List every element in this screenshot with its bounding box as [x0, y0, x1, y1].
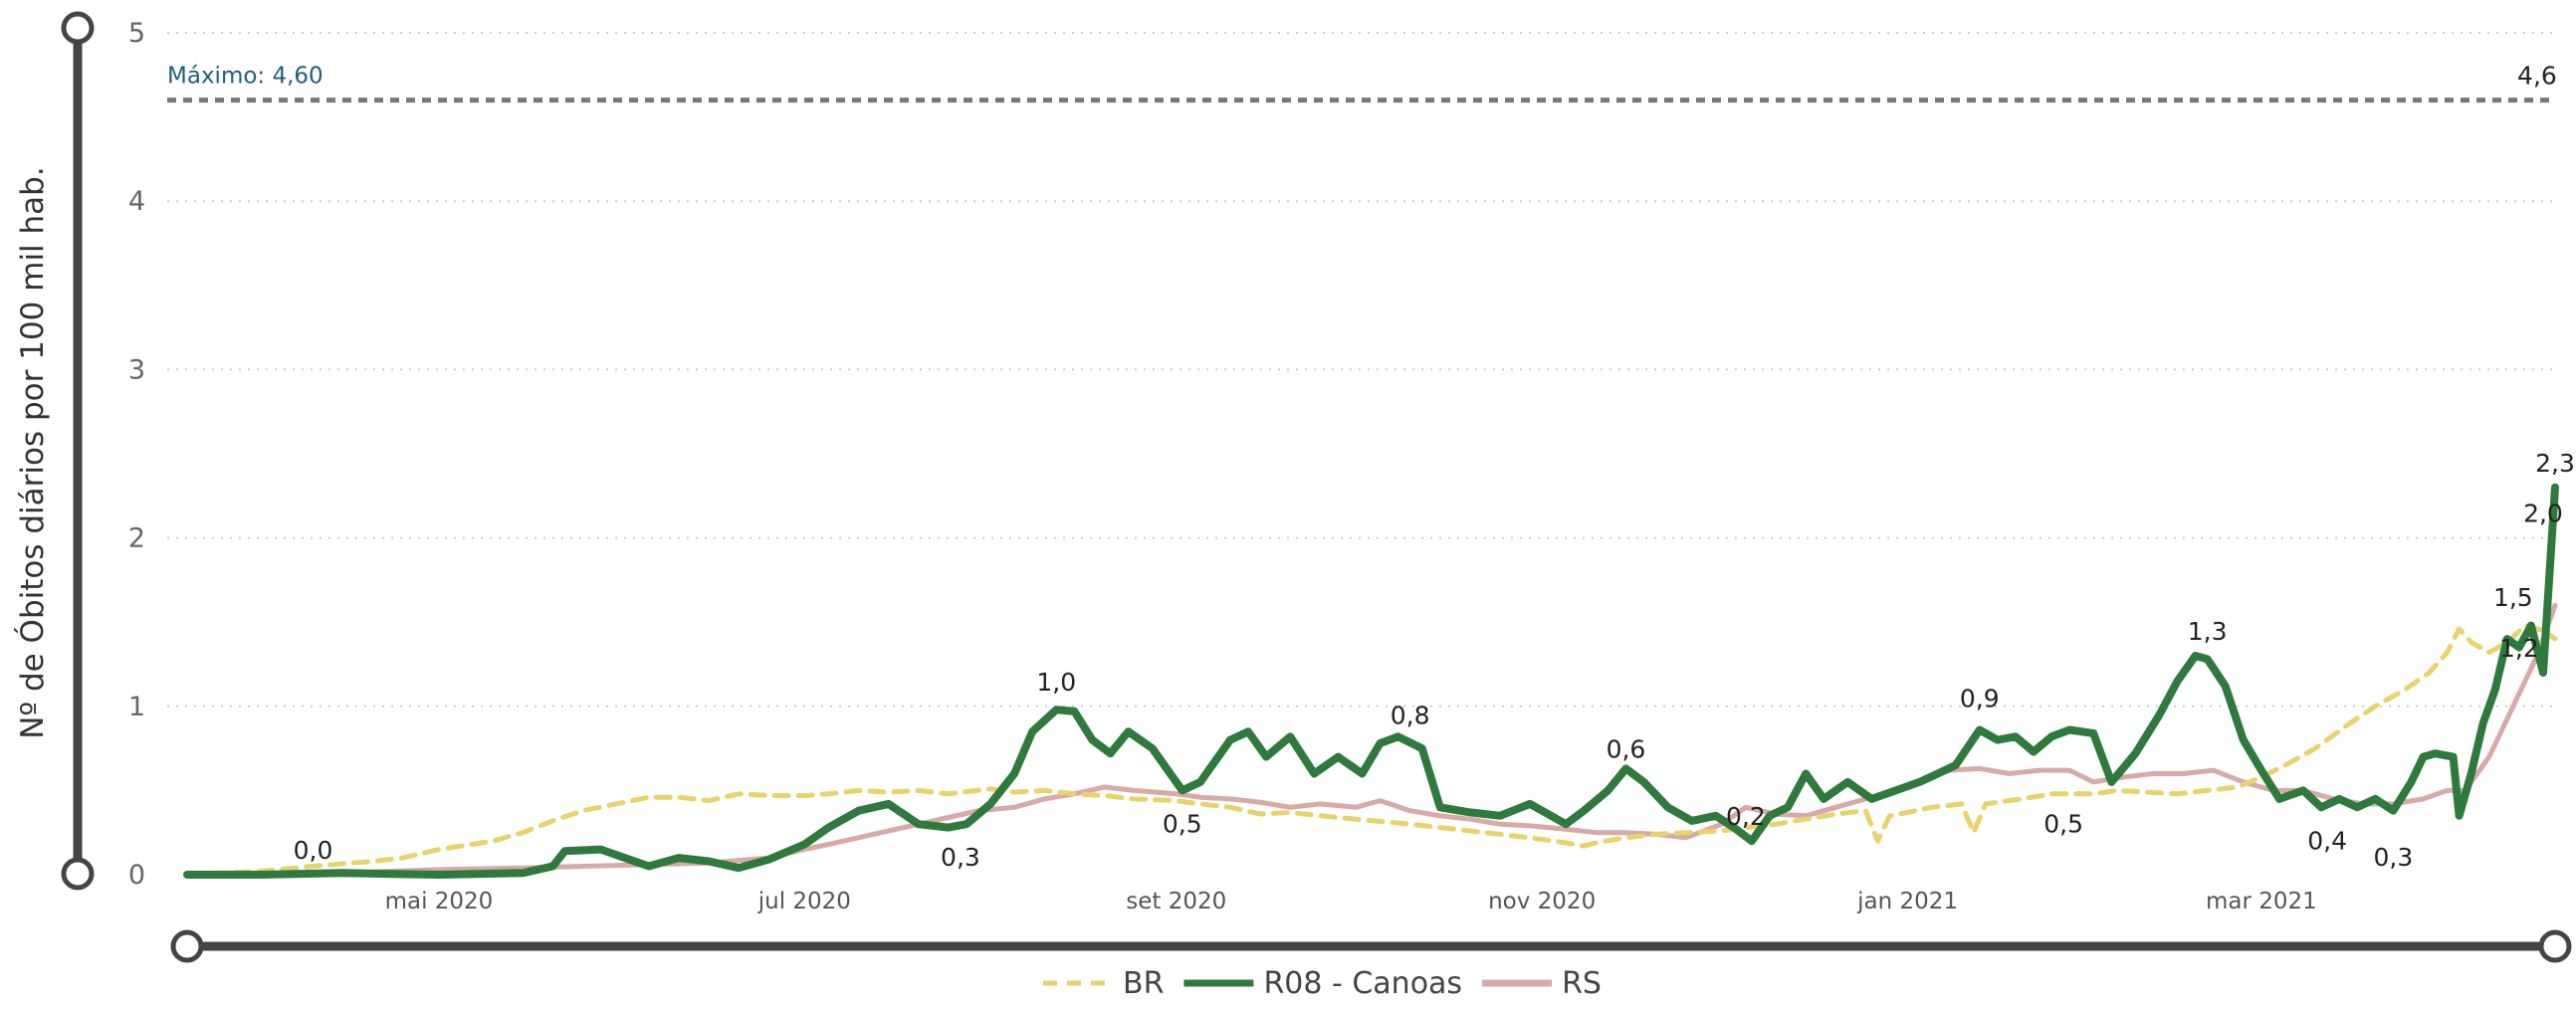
data-label: 1,0	[1036, 668, 1076, 697]
legend-item: BR	[1043, 966, 1164, 1001]
data-label: 2,0	[2523, 500, 2563, 528]
data-label: 0,4	[2307, 826, 2347, 855]
legend-item: RS	[1482, 966, 1602, 1001]
reference-line-group: Máximo: 4,60	[167, 64, 2555, 103]
grid-lines	[167, 32, 2555, 708]
x-slider-handle-left[interactable]	[170, 929, 204, 963]
y-tick-label: 5	[128, 18, 145, 49]
data-label: 0,5	[1163, 809, 1202, 838]
data-label: 1,3	[2188, 617, 2228, 646]
y-tick-label: 1	[128, 692, 145, 722]
x-tick-label: set 2020	[1126, 889, 1226, 914]
reference-line-label: Máximo: 4,60	[167, 64, 323, 90]
series-lines	[183, 483, 2559, 879]
y-slider-handle-bottom[interactable]	[61, 857, 95, 891]
x-tick-label: jul 2020	[757, 889, 851, 914]
legend-label: R08 - Canoas	[1263, 966, 1462, 1001]
data-label: 2,3	[2535, 449, 2575, 478]
x-slider-handle-right[interactable]	[2538, 929, 2572, 963]
series-line-r08-canoas	[183, 483, 2559, 879]
x-tick-label: nov 2020	[1488, 889, 1596, 914]
y-tick-label: 3	[128, 354, 145, 385]
data-label: 0,8	[1391, 702, 1430, 730]
legend-label: RS	[1562, 966, 1602, 1001]
data-label: 1,5	[2493, 583, 2533, 612]
x-axis: mai 2020 jul 2020 set 2020 nov 2020 jan 2021…	[385, 889, 2317, 914]
data-label: 1,2	[2499, 634, 2539, 663]
data-label: 0,9	[1960, 685, 2000, 713]
data-label: 0,3	[2374, 843, 2414, 872]
legend-item: R08 - Canoas	[1183, 966, 1462, 1001]
data-label: 0,0	[294, 836, 333, 865]
y-axis-label: Nº de Óbitos diários por 100 mil hab.	[14, 166, 51, 738]
x-tick-label: mai 2020	[385, 889, 494, 914]
data-label: 4,6	[2517, 62, 2557, 91]
series-line-br	[184, 623, 2558, 878]
data-label: 0,6	[1607, 734, 1646, 763]
legend-label: BR	[1123, 966, 1164, 1001]
y-range-slider[interactable]	[61, 11, 95, 891]
y-tick-label: 0	[128, 860, 145, 891]
y-tick-label: 4	[128, 186, 145, 217]
y-slider-handle-top[interactable]	[61, 11, 95, 45]
x-tick-label: jan 2021	[1856, 889, 1958, 914]
data-label: 0,3	[941, 843, 980, 872]
data-labels: 0,0 0,3 1,0 0,5 0,8 0,6 0,2 0,9 0,5 1,3 0,4 0,3 1,5 1…	[294, 62, 2575, 873]
data-label: 0,5	[2043, 809, 2083, 838]
y-tick-label: 2	[128, 523, 145, 554]
data-label: 0,2	[1726, 802, 1766, 831]
y-axis: 0 1 2 3 4 5	[128, 18, 145, 891]
legend: BR R08 - Canoas RS	[1043, 966, 1602, 1001]
x-tick-label: mar 2021	[2206, 889, 2317, 914]
x-range-slider[interactable]	[170, 929, 2572, 963]
